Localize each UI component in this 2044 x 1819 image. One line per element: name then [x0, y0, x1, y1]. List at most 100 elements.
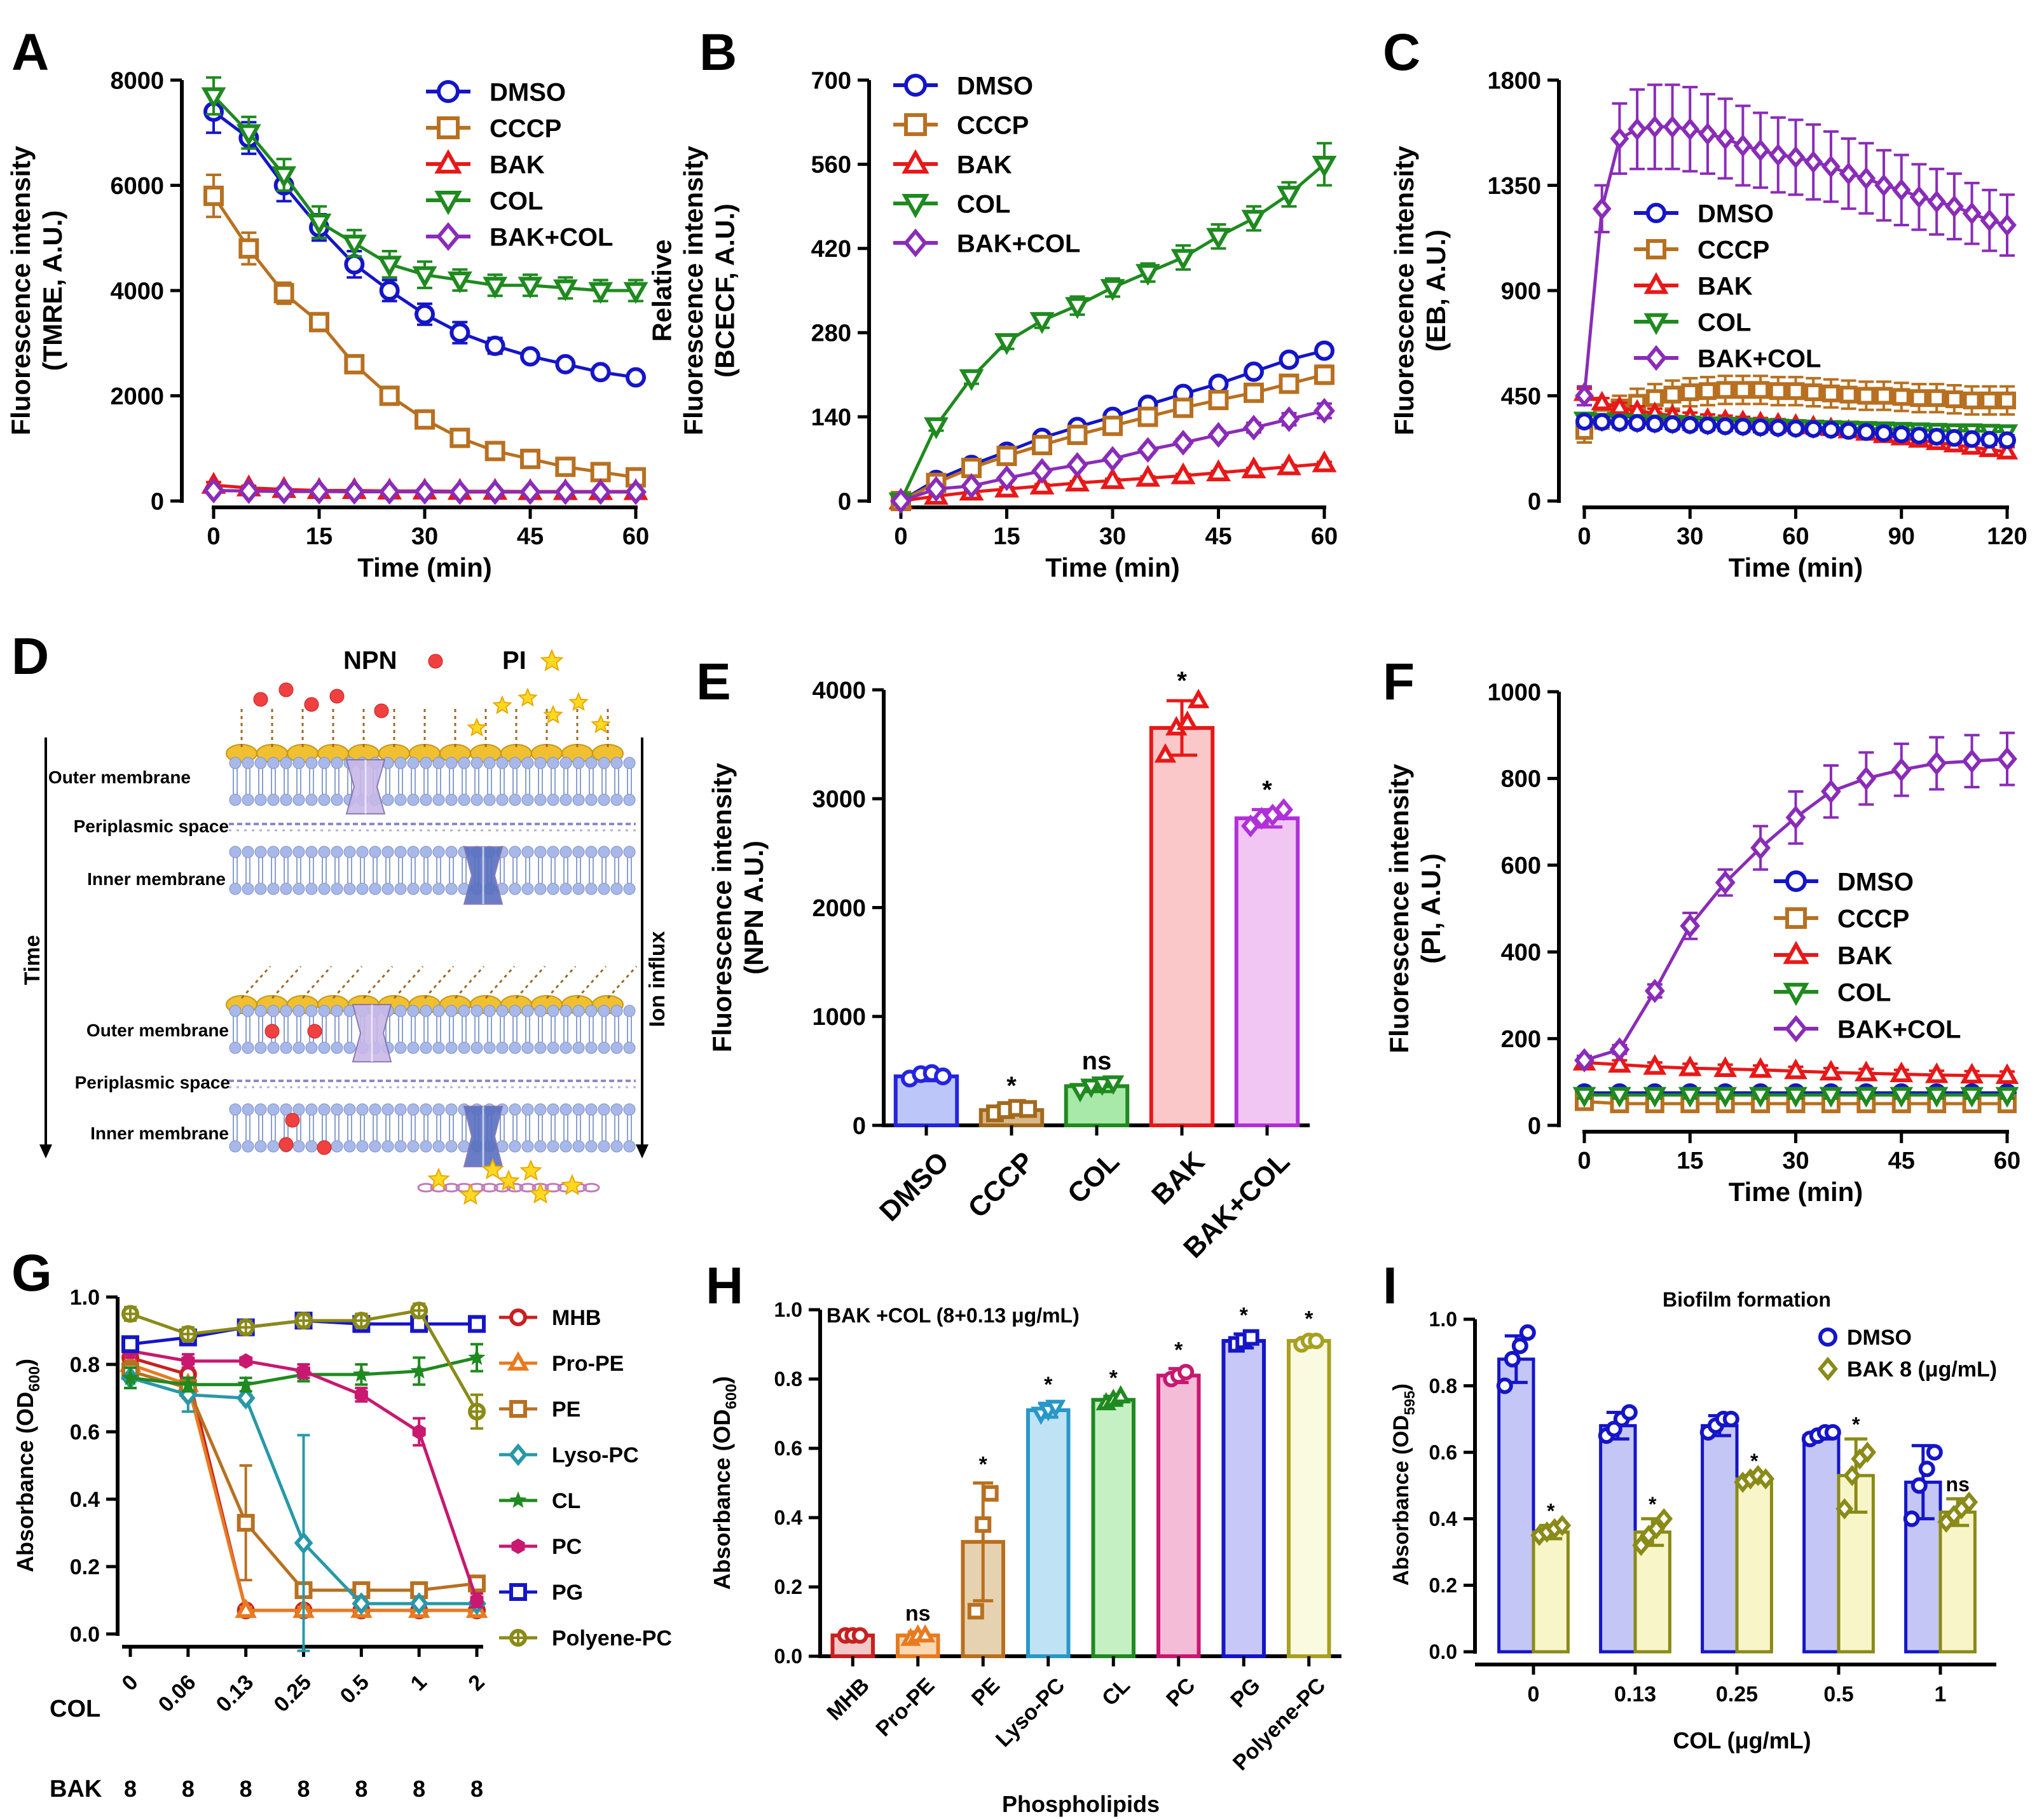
panel-b-series-col-point: [1170, 249, 1196, 271]
panel-h-x-tick-label: PC: [1162, 1673, 1200, 1712]
panel-g-col-value: 0: [117, 1670, 142, 1696]
panel-a-series-dmso-point: [626, 367, 646, 388]
panel-d-inner-membrane-before-head-top: [572, 846, 585, 858]
panel-d-inner-membrane-before-head-bottom: [623, 882, 636, 895]
panel-c-series-bak-point: [1996, 440, 2019, 460]
panel-g-legend-pe-marker: [509, 1400, 527, 1418]
panel-d-outer-membrane-after-head-top: [331, 1005, 343, 1017]
panel-d-inner-membrane-before-head-bottom: [610, 882, 623, 895]
panel-b-series-col-point: [924, 417, 949, 439]
panel-d-outer-membrane-after-head-bottom: [305, 1041, 318, 1054]
panel-d-outer-membrane-after-head-top: [394, 1005, 407, 1017]
panel-b-series-col-point: [1206, 228, 1231, 250]
panel-i-y-tick-label: 1.0: [1429, 1308, 1457, 1331]
panel-d-inner-membrane-before-head-bottom: [407, 882, 420, 895]
panel-b-x-tick-label: 45: [1205, 523, 1231, 550]
panel-d-outer-membrane-label-2: Outer membrane: [86, 1020, 229, 1040]
panel-a-series-cccp-point: [484, 441, 505, 462]
panel-i-y-tick-label: 0.4: [1429, 1507, 1458, 1530]
panel-h-x-tick-label: CL: [1097, 1673, 1135, 1711]
panel-h-y-tick-label: 0.8: [774, 1368, 802, 1390]
panel-d-inner-membrane-after-head-bottom: [610, 1140, 623, 1153]
panel-i-bar-dmso-1-replicate-point: [1926, 1444, 1943, 1461]
panel-letter-e: E: [696, 653, 731, 711]
panel-d-outer-membrane-before-head-top: [610, 757, 623, 769]
panel-a-series-dmso-point: [415, 304, 435, 325]
panel-d-dna-strand: [506, 1183, 524, 1193]
panel-i-bar-dmso-0-25: [1701, 1424, 1739, 1654]
panel-d-outer-membrane-after-head-bottom: [496, 1041, 509, 1054]
panel-g-bak-value: 8: [297, 1776, 310, 1802]
panel-d-outer-membrane-after-head-top: [318, 1005, 331, 1017]
panel-d-inner-membrane-before-head-top: [521, 846, 534, 858]
panel-c-series-cccp-point: [1928, 389, 1946, 408]
panel-g-legend-mhb-marker: [509, 1308, 527, 1326]
panel-b-series-cccp-point: [1032, 435, 1052, 456]
panel-letter-c: C: [1383, 24, 1420, 81]
panel-d-inner-membrane-before-head-top: [585, 846, 598, 858]
panel-b-legend-bak-label: BAK: [957, 151, 1012, 179]
panel-c-series-dmso-point: [1892, 425, 1910, 444]
panel-d-outer-membrane-before-head-top: [254, 757, 267, 769]
panel-h-bar-pg-significance: *: [1240, 1303, 1249, 1328]
panel-f-series-bak-point: [1784, 1058, 1807, 1080]
panel-a-y-tick-label: 8000: [110, 67, 164, 94]
panel-c-series-dmso-point: [1980, 430, 1999, 449]
panel-f-series-bak-point: [1713, 1056, 1738, 1077]
panel-d-inner-membrane-before-head-bottom: [547, 882, 559, 895]
panel-f-series-col-point: [1854, 1087, 1878, 1108]
panel-g-bak-value: 8: [470, 1776, 483, 1802]
panel-d-outer-membrane-before-head-bottom: [509, 793, 521, 806]
panel-d-inner-membrane-before-head-bottom: [242, 882, 254, 895]
panel-d-inner-membrane-before-head-top: [343, 846, 356, 858]
panel-d-outer-membrane-before-head-top: [598, 757, 610, 769]
panel-f-series-col-point: [1784, 1087, 1807, 1108]
panel-g-y-tick-label: 0.0: [70, 1623, 100, 1647]
panel-d-inner-membrane-before-head-bottom: [292, 882, 305, 895]
panel-g-series-pe-point: [237, 1514, 255, 1532]
panel-i-y-axis-title: Absorbance (OD595): [1389, 1383, 1418, 1586]
panel-d-outer-membrane-before-head-top: [547, 757, 559, 769]
panel-f-y-tick-label: 400: [1501, 940, 1541, 966]
panel-f-series-bak-col-point: [1891, 757, 1912, 782]
panel-d-outer-membrane-after-head-top: [559, 1005, 572, 1017]
panel-a-legend-bak-label: BAK: [490, 151, 545, 179]
panel-f-series-bak-point: [1748, 1057, 1773, 1078]
panel-d-inner-membrane-after-head-bottom: [369, 1140, 381, 1153]
panel-d-inner-membrane-before-head-bottom: [356, 882, 369, 895]
panel-i-y-tick-label: 0.6: [1429, 1441, 1457, 1464]
panel-c-series-cccp-point: [1945, 390, 1963, 409]
panel-a-series-col-point: [306, 214, 332, 236]
panel-d-inner-membrane-before-head-bottom: [534, 882, 547, 895]
panel-a-series-col-point: [377, 256, 402, 278]
panel-c-series-bak-col-point: [1927, 190, 1947, 214]
panel-a-x-axis-title: Time (min): [357, 553, 492, 582]
panel-f-series-bak-point: [1890, 1061, 1914, 1083]
panel-h-bar-lyso-pc-significance: *: [1044, 1373, 1053, 1397]
panel-d-inner-membrane-before-head-top: [331, 846, 343, 858]
panel-f-series-col-point: [1890, 1087, 1914, 1108]
panel-i-legend-dmso-label: DMSO: [1847, 1326, 1912, 1350]
panel-d-npn-label: NPN: [343, 647, 397, 675]
panel-i-chart: 0.0 0.2 0.4 0.6 0.8 1.0 * 0 * 0.13 * 0.25 * 0.5 ns 1 COL…: [1389, 1288, 1997, 1754]
panel-i-bar-dmso-0-13: [1599, 1424, 1637, 1654]
panel-c-series-bak-col-point: [1680, 118, 1700, 141]
panel-h-bar-pe-replicate-point: [975, 1516, 992, 1533]
panel-c-series-dmso-point: [1575, 412, 1593, 430]
panel-b-series-bak-col-point: [1314, 397, 1335, 424]
panel-d-outer-membrane-before-head-bottom: [432, 793, 445, 806]
panel-a-series-dmso-point: [449, 322, 470, 343]
panel-c-x-axis-title: Time (min): [1729, 553, 1863, 582]
panel-b-x-tick-label: 30: [1099, 523, 1126, 550]
panel-f-legend-bak-col-label: BAK+COL: [1837, 1015, 1961, 1043]
panel-h-x-tick-label: MHB: [822, 1673, 874, 1726]
panel-b-legend-col-label: COL: [957, 190, 1010, 218]
panel-d-outer-membrane-after-head-top: [598, 1005, 610, 1017]
panel-h-y-tick-label: 0.2: [774, 1575, 802, 1598]
panel-i-bar-bak-8-g-ml-1-significance: ns: [1946, 1472, 1970, 1495]
panel-e-y-tick-label: 3000: [812, 786, 866, 813]
panel-i-x-tick-label: 0.5: [1823, 1682, 1853, 1706]
panel-i-y-tick-label: 0.0: [1429, 1640, 1457, 1663]
panel-g-legend-pe-label: PE: [552, 1397, 580, 1422]
